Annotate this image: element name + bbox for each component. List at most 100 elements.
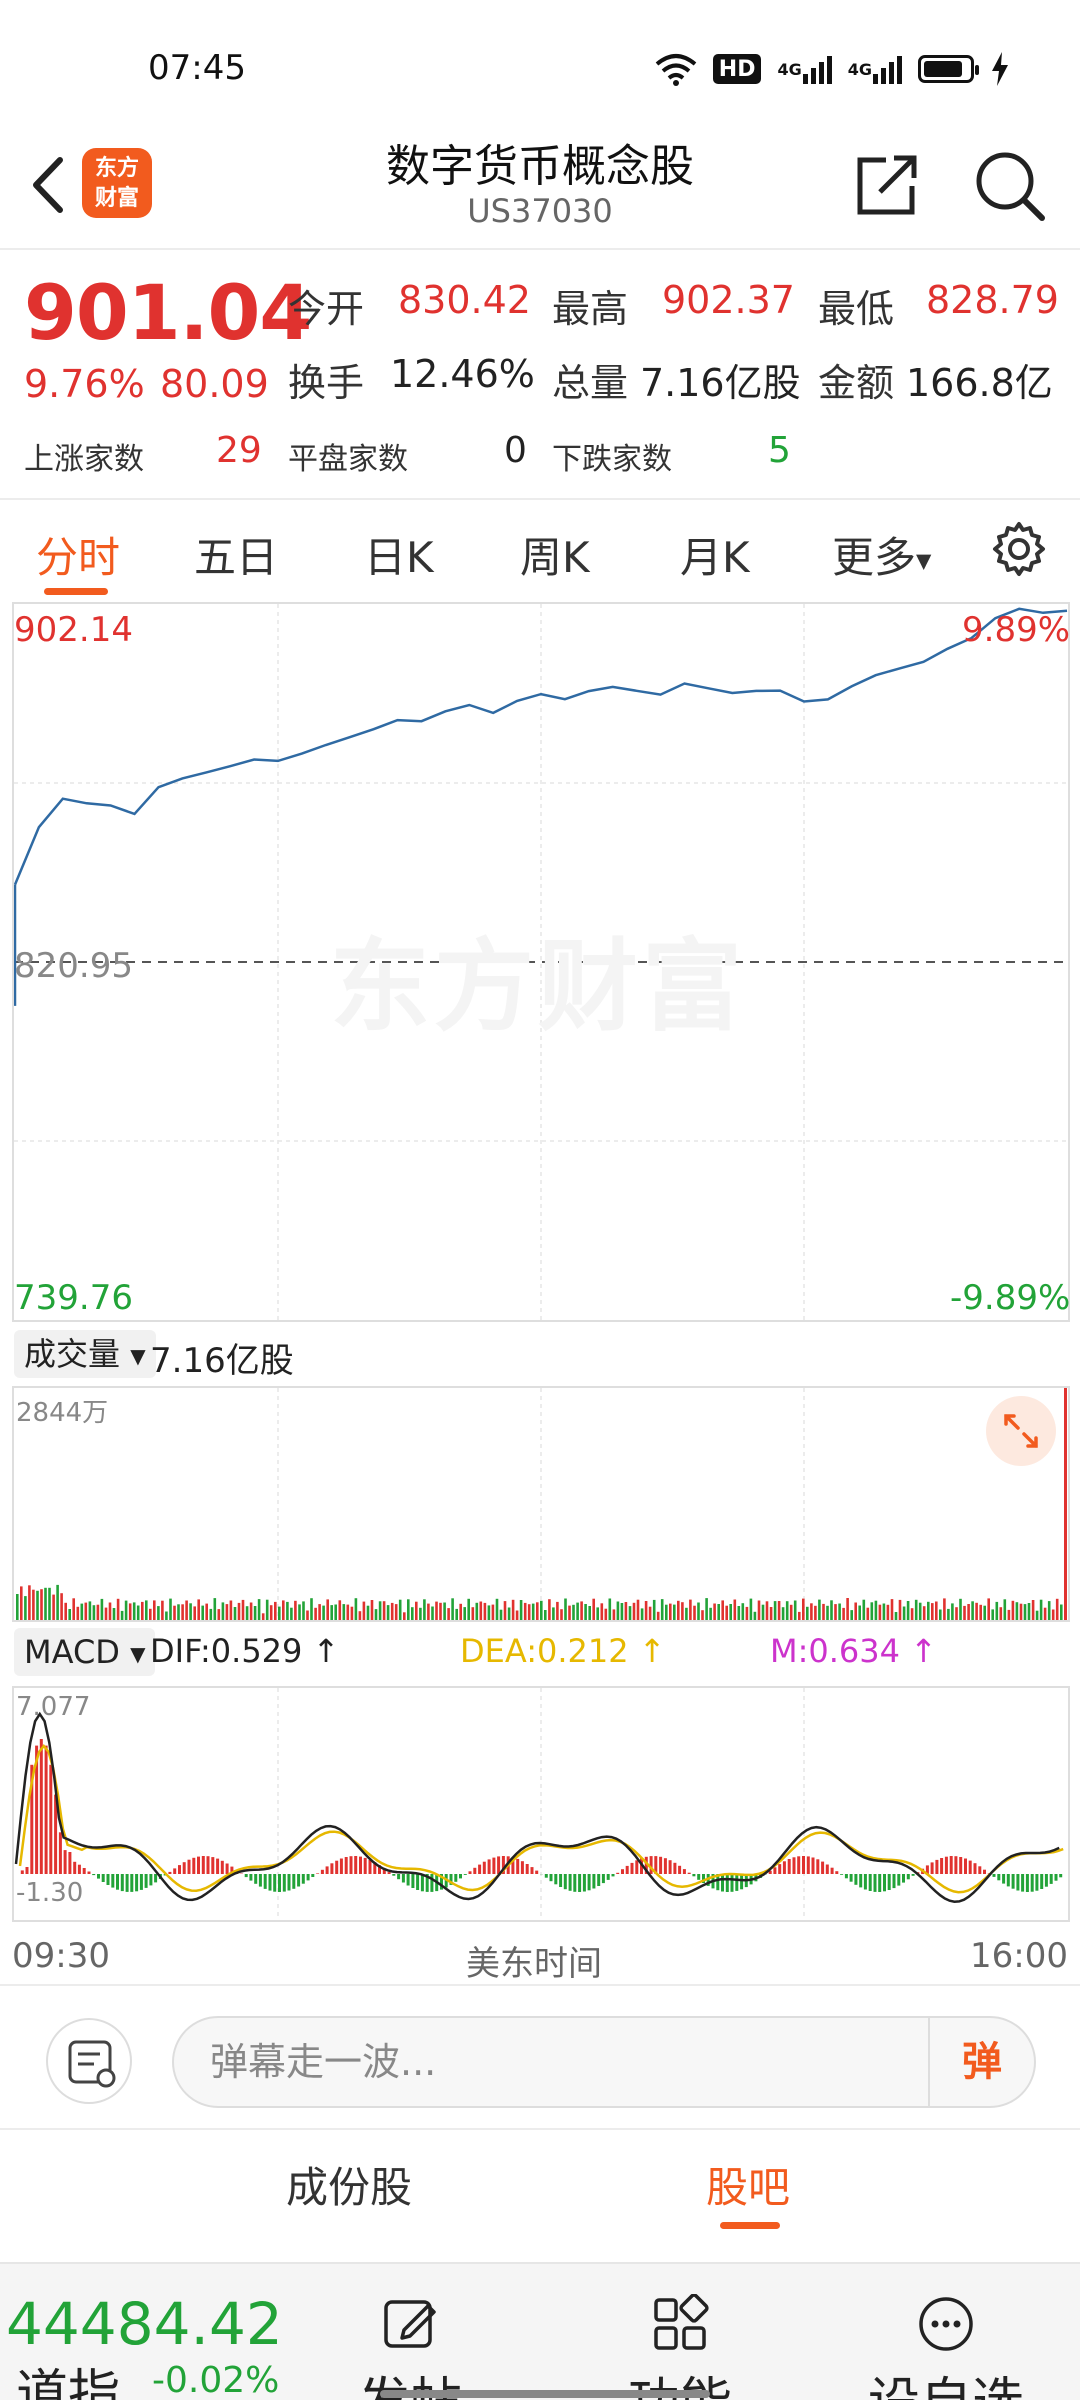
volume-bar — [124, 1600, 128, 1620]
volume-bar — [120, 1610, 124, 1620]
volume-bar — [632, 1602, 636, 1620]
search-icon[interactable] — [972, 148, 1048, 224]
macd-histogram-bar — [216, 1858, 220, 1874]
tab-daily-k[interactable]: 日K — [364, 533, 434, 582]
low-value: 828.79 — [926, 278, 1059, 322]
volume-bar — [624, 1602, 628, 1620]
volume-bar — [777, 1601, 781, 1620]
share-icon[interactable] — [852, 150, 922, 220]
macd-histogram-bar — [1021, 1874, 1025, 1892]
brand-logo[interactable]: 东方 财富 — [82, 148, 152, 218]
post-button[interactable]: 发帖 — [320, 2294, 500, 2400]
expand-chart-button[interactable] — [986, 1396, 1056, 1466]
macd-histogram-bar — [168, 1871, 172, 1874]
down-count: 5 — [768, 430, 791, 471]
macd-histogram-bar — [835, 1871, 839, 1874]
macd-histogram-bar — [77, 1864, 81, 1874]
volume-bar — [370, 1600, 374, 1620]
tab-weekly-k[interactable]: 周K — [520, 533, 590, 582]
macd-histogram-bar — [249, 1874, 253, 1881]
macd-histogram-bar — [535, 1870, 539, 1874]
volume-bar — [729, 1604, 732, 1620]
functions-button[interactable]: 功能 — [590, 2294, 770, 2400]
volume-bar — [491, 1604, 495, 1620]
add-watchlist-button[interactable]: 设自选 — [856, 2294, 1036, 2400]
volume-bar — [870, 1602, 874, 1620]
macd-histogram-bar — [568, 1874, 572, 1891]
macd-histogram-bar — [983, 1869, 986, 1874]
volume-bar — [1039, 1599, 1043, 1620]
volume-bar — [806, 1606, 809, 1620]
volume-bar — [854, 1602, 857, 1620]
volume-bar — [536, 1602, 539, 1620]
volume-bar — [443, 1602, 446, 1620]
volume-chart[interactable]: 2844万 — [12, 1386, 1070, 1622]
volume-bar — [717, 1604, 720, 1620]
chart-top-pct: 9.89% — [962, 610, 1071, 650]
tab-intraday[interactable]: 分时 — [36, 533, 121, 582]
macd-histogram-bar — [806, 1856, 810, 1874]
volume-bar — [507, 1607, 511, 1620]
tab-monthly-k[interactable]: 月K — [680, 533, 750, 582]
macd-histogram-bar — [530, 1867, 534, 1874]
volume-bar — [628, 1606, 632, 1620]
tab-constituents[interactable]: 成份股 — [286, 2163, 413, 2212]
volume-bar — [878, 1604, 882, 1620]
intraday-chart[interactable] — [12, 602, 1070, 1322]
macd-histogram-bar — [111, 1874, 115, 1888]
volume-indicator-select[interactable]: 成交量 ▼ — [14, 1330, 156, 1378]
macd-histogram-bar — [740, 1874, 744, 1890]
volume-bar — [769, 1607, 773, 1620]
volume-bar — [1047, 1601, 1051, 1620]
macd-histogram-bar — [325, 1866, 329, 1874]
danmaku-send-button[interactable]: 弹 — [928, 2018, 1034, 2106]
macd-histogram-bar — [301, 1874, 305, 1884]
tab-more[interactable]: 更多▼ — [832, 533, 932, 582]
macd-histogram-bar — [187, 1859, 191, 1874]
macd-histogram-bar — [630, 1862, 634, 1874]
volume-bar — [471, 1607, 475, 1620]
volume-bar — [116, 1598, 120, 1620]
volume-bar — [32, 1589, 35, 1620]
macd-histogram-bar — [73, 1861, 77, 1874]
volume-bar — [826, 1605, 829, 1620]
macd-histogram-bar — [54, 1794, 58, 1874]
flat-count-label: 平盘家数 — [288, 442, 408, 477]
macd-histogram-bar — [997, 1874, 1001, 1881]
volume-bar — [656, 1611, 660, 1620]
volume-bar — [104, 1607, 108, 1620]
macd-histogram-bar — [702, 1874, 705, 1883]
volume-bar — [592, 1598, 595, 1620]
tab-forum[interactable]: 股吧 — [706, 2163, 791, 2212]
volume-bar — [943, 1598, 946, 1620]
volume-bar — [463, 1607, 466, 1620]
volume-bar — [330, 1605, 333, 1620]
volume-bar — [394, 1604, 398, 1620]
macd-histogram-bar — [401, 1874, 405, 1883]
battery-icon — [918, 55, 979, 83]
volume-bar — [689, 1599, 692, 1620]
danmaku-input[interactable]: 弹幕走一波... — [172, 2016, 1036, 2108]
macd-indicator-select[interactable]: MACD ▼ — [14, 1628, 156, 1676]
macd-histogram-bar — [344, 1857, 348, 1874]
dow-index-value[interactable]: 44484.42 — [6, 2290, 283, 2358]
macd-chart[interactable]: 7.077 -1.30 — [12, 1686, 1070, 1922]
volume-bar — [556, 1601, 559, 1620]
period-tabs: 分时 五日 日K 周K 月K 更多▼ — [0, 500, 1080, 600]
volume-bar — [326, 1599, 329, 1620]
macd-histogram-bar — [201, 1856, 205, 1874]
back-arrow-icon[interactable] — [20, 150, 80, 220]
macd-histogram-bar — [592, 1874, 596, 1889]
settings-gear-icon[interactable] — [990, 520, 1048, 578]
volume-bar — [967, 1604, 970, 1620]
volume-bar — [963, 1605, 966, 1620]
danmaku-settings-button[interactable] — [46, 2018, 132, 2104]
time-start: 09:30 — [12, 1936, 110, 1976]
macd-histogram-bar — [611, 1874, 615, 1877]
macd-histogram-bar — [120, 1874, 124, 1892]
tab-five-day[interactable]: 五日 — [194, 533, 279, 582]
macd-histogram-bar — [1059, 1874, 1063, 1878]
volume-bar — [149, 1608, 152, 1620]
volume-bar — [354, 1598, 358, 1620]
macd-histogram-bar — [573, 1874, 577, 1892]
